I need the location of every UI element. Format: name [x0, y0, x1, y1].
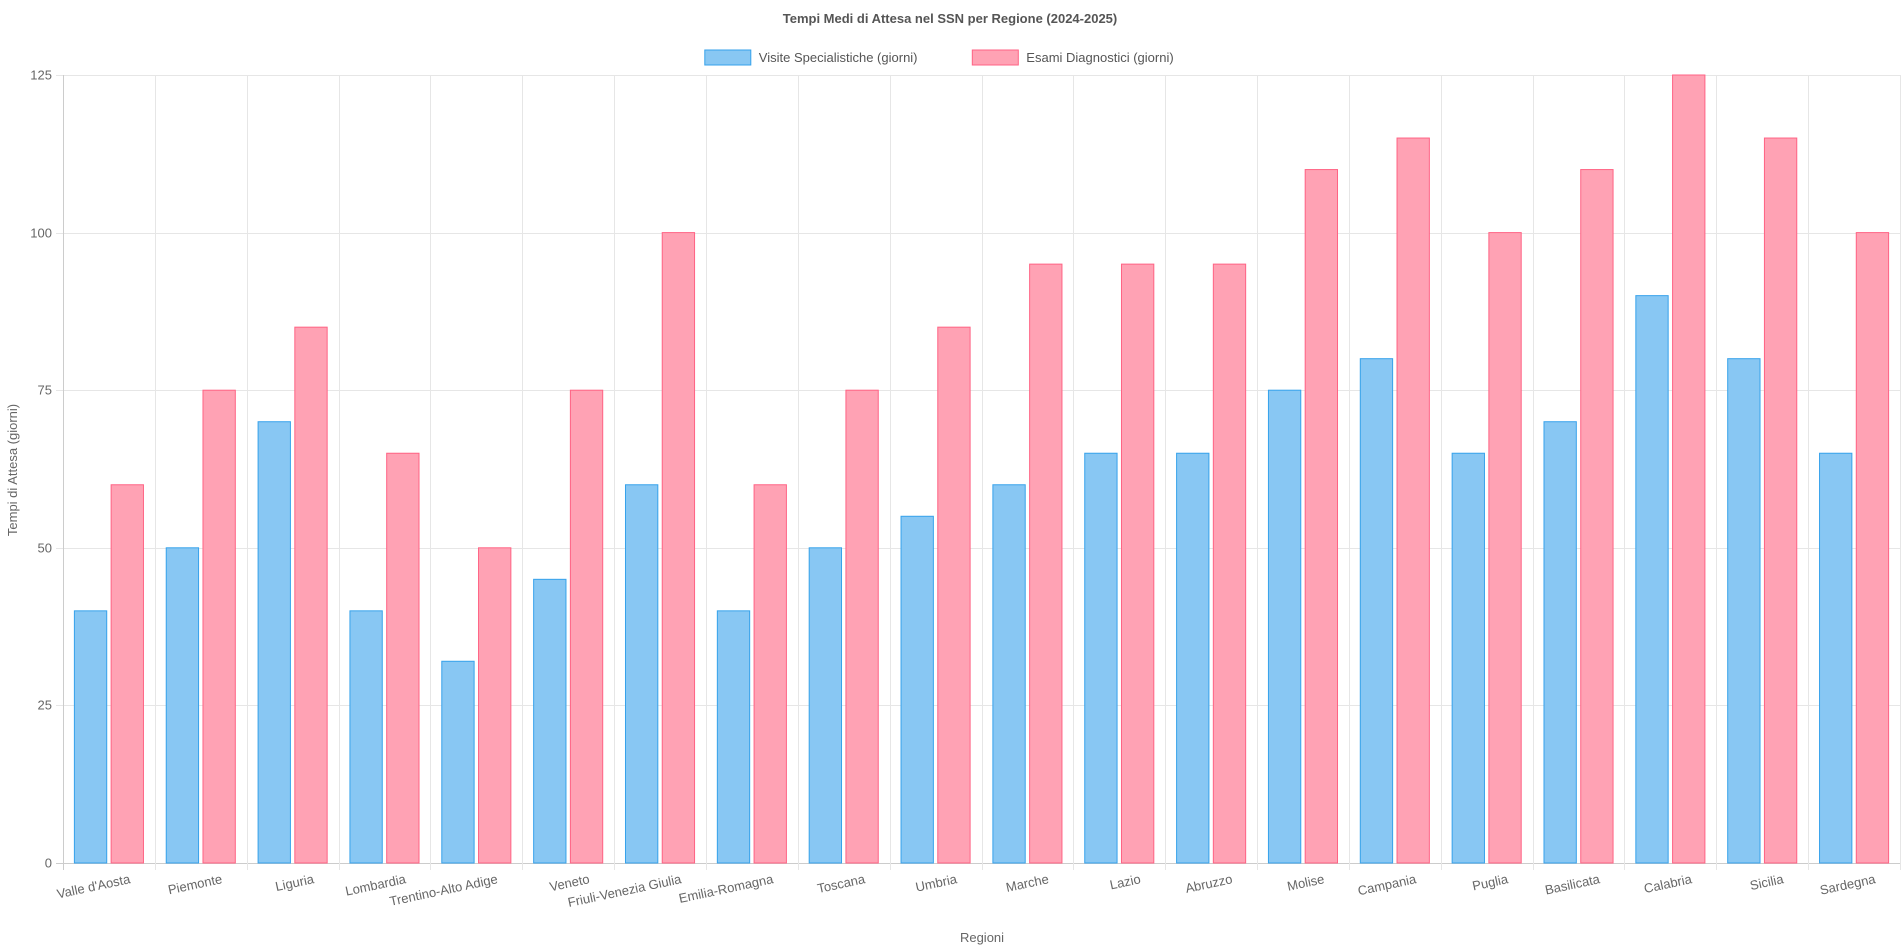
bar-visite[interactable] [1084, 452, 1118, 864]
bar-visite[interactable] [624, 484, 659, 864]
legend: Visite Specialistiche (giorni) Esami Diag… [704, 49, 1174, 66]
x-tick-label: Molise [1286, 871, 1326, 893]
legend-label[interactable]: Visite Specialistiche (giorni) [759, 50, 918, 65]
bar-visite[interactable] [992, 484, 1026, 864]
chart-title: Tempi Medi di Attesa nel SSN per Regione… [783, 11, 1117, 26]
bar-visite[interactable] [257, 421, 291, 864]
bar-visite[interactable] [716, 610, 751, 864]
bar-esami[interactable] [937, 326, 971, 864]
bar-esami[interactable] [1763, 137, 1798, 864]
grid [56, 75, 1901, 870]
x-tick-label: Puglia [1471, 871, 1510, 893]
bar-visite[interactable] [808, 547, 843, 864]
x-tick-label: Valle d'Aosta [56, 871, 133, 901]
legend-label[interactable]: Esami Diagnostici (giorni) [1026, 50, 1173, 65]
bar-esami[interactable] [1672, 74, 1706, 864]
x-tick-label: Toscana [816, 871, 867, 896]
bar-visite[interactable] [1543, 421, 1577, 864]
x-tick-label: Abruzzo [1184, 871, 1234, 896]
bar-visite[interactable] [1819, 452, 1853, 864]
x-tick-label: Emilia-Romagna [677, 871, 775, 906]
y-tick-label: 75 [38, 383, 52, 398]
bar-esami[interactable] [753, 484, 787, 864]
y-tick-label: 100 [30, 226, 52, 241]
bar-visite[interactable] [1451, 452, 1485, 864]
y-tick-label: 25 [38, 698, 52, 713]
bar-esami[interactable] [1488, 232, 1522, 864]
bar-esami[interactable] [1120, 263, 1155, 864]
x-tick-label: Liguria [274, 871, 316, 894]
bar-esami[interactable] [1304, 169, 1339, 864]
x-tick-label: Marche [1004, 871, 1050, 895]
y-tick-label: 125 [30, 68, 52, 83]
y-axis-label: Tempi di Attesa (giorni) [5, 404, 20, 536]
x-tick-label: Campania [1356, 871, 1418, 898]
bar-esami[interactable] [845, 389, 879, 864]
bar-esami[interactable] [1580, 169, 1614, 864]
x-tick-label: Calabria [1643, 871, 1694, 896]
y-tick-label: 0 [45, 856, 52, 871]
bar-visite[interactable] [1727, 358, 1761, 864]
bar-visite[interactable] [900, 515, 934, 864]
bar-visite[interactable] [349, 610, 383, 864]
bar-esami[interactable] [1396, 137, 1430, 864]
bar-visite[interactable] [1635, 295, 1669, 864]
bar-esami[interactable] [478, 547, 512, 864]
x-tick-label: Umbria [914, 871, 959, 895]
x-axis-label: Regioni [960, 930, 1004, 945]
bar-visite[interactable] [1176, 452, 1210, 864]
bar-visite[interactable] [1359, 358, 1394, 864]
y-tick-label: 50 [38, 541, 52, 556]
bar-visite[interactable] [441, 660, 475, 864]
bar-esami[interactable] [294, 326, 328, 864]
bar-visite[interactable] [73, 610, 108, 864]
x-tick-label: Lazio [1108, 871, 1142, 892]
bar-esami[interactable] [386, 452, 420, 864]
bar-esami[interactable] [569, 389, 604, 864]
x-tick-label: Basilicata [1544, 871, 1602, 897]
bar-esami[interactable] [1855, 232, 1890, 864]
x-tick-label: Sardegna [1818, 871, 1877, 898]
bar-visite[interactable] [1267, 389, 1302, 864]
bar-visite[interactable] [165, 547, 200, 864]
bar-esami[interactable] [661, 232, 696, 864]
bar-esami[interactable] [1212, 263, 1247, 864]
x-tick-label: Sicilia [1748, 871, 1785, 893]
bar-esami[interactable] [1029, 263, 1063, 864]
legend-swatch[interactable] [971, 49, 1019, 66]
bar-visite[interactable] [533, 578, 567, 864]
bars [73, 74, 1890, 864]
legend-swatch[interactable] [704, 49, 752, 66]
bar-esami[interactable] [110, 484, 144, 864]
bar-esami[interactable] [202, 389, 236, 864]
x-tick-label: Piemonte [167, 871, 224, 897]
